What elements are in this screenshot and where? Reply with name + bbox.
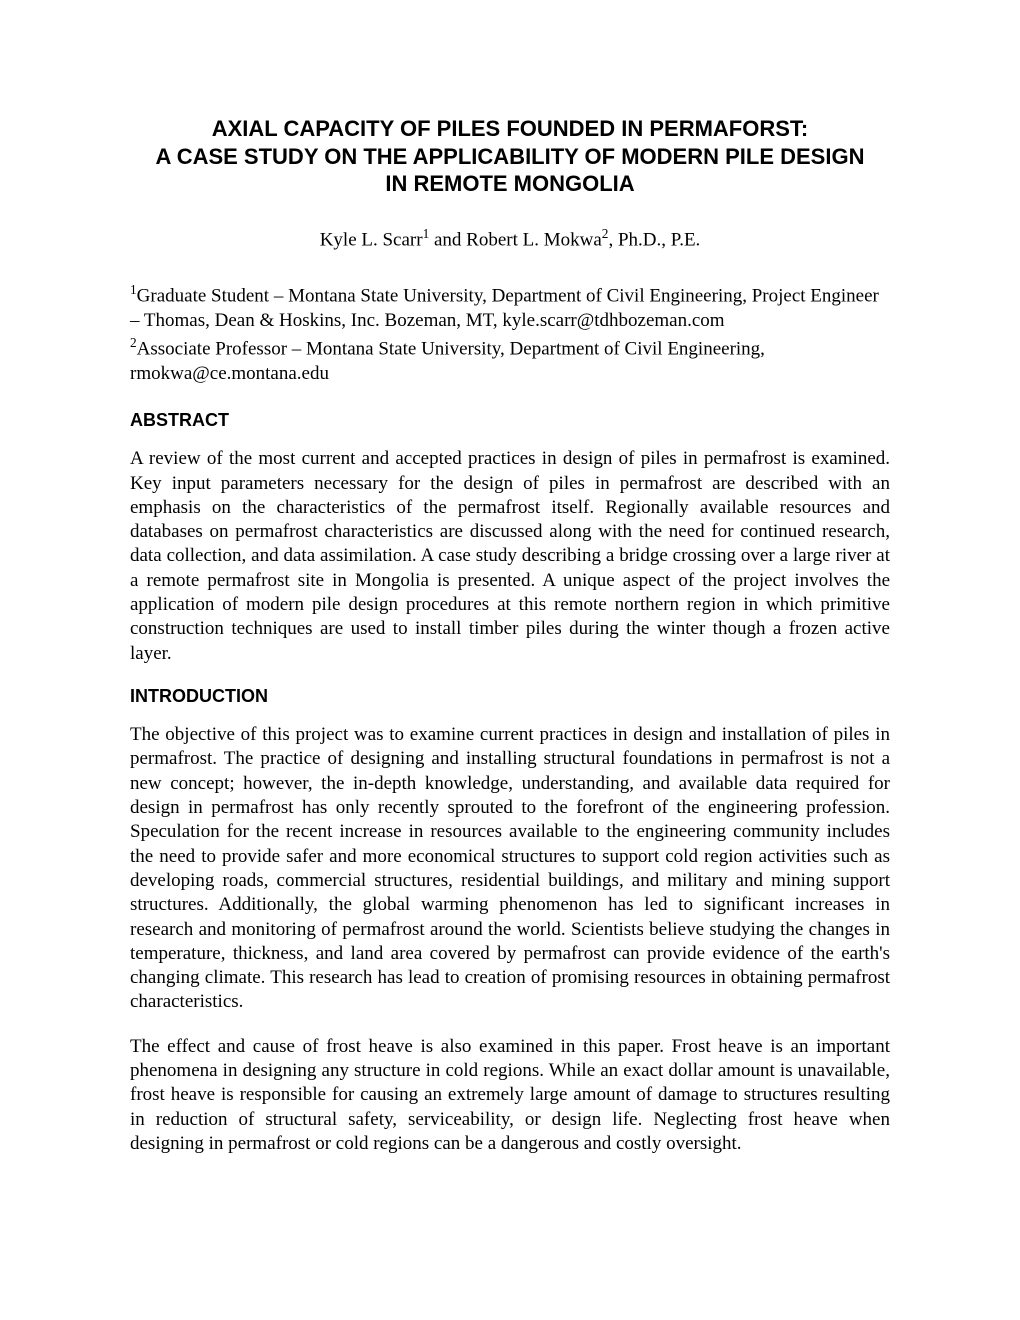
title-line-1: AXIAL CAPACITY OF PILES FOUNDED IN PERMA… — [130, 115, 890, 143]
authors-line: Kyle L. Scarr1 and Robert L. Mokwa2, Ph.… — [130, 226, 890, 251]
author-2-suffix: , Ph.D., P.E. — [608, 229, 700, 250]
affiliation-2-text: Associate Professor – Montana State Univ… — [130, 338, 765, 384]
affiliation-2-sup: 2 — [130, 335, 137, 350]
author-conjunction: and — [429, 229, 466, 250]
abstract-heading: ABSTRACT — [130, 410, 890, 431]
title-line-3: IN REMOTE MONGOLIA — [130, 170, 890, 198]
introduction-heading: INTRODUCTION — [130, 686, 890, 707]
affiliation-1-sup: 1 — [130, 282, 137, 297]
paper-title: AXIAL CAPACITY OF PILES FOUNDED IN PERMA… — [130, 115, 890, 198]
author-2-name: Robert L. Mokwa — [466, 229, 602, 250]
affiliation-1-text: Graduate Student – Montana State Univers… — [130, 285, 879, 331]
affiliations-block: 1Graduate Student – Montana State Univer… — [130, 281, 890, 386]
abstract-body: A review of the most current and accepte… — [130, 447, 890, 666]
author-1-name: Kyle L. Scarr — [320, 229, 423, 250]
affiliation-2: 2Associate Professor – Montana State Uni… — [130, 334, 890, 387]
affiliation-1: 1Graduate Student – Montana State Univer… — [130, 281, 890, 334]
introduction-paragraph-1: The objective of this project was to exa… — [130, 723, 890, 1015]
title-line-2: A CASE STUDY ON THE APPLICABILITY OF MOD… — [130, 143, 890, 171]
introduction-paragraph-2: The effect and cause of frost heave is a… — [130, 1035, 890, 1157]
